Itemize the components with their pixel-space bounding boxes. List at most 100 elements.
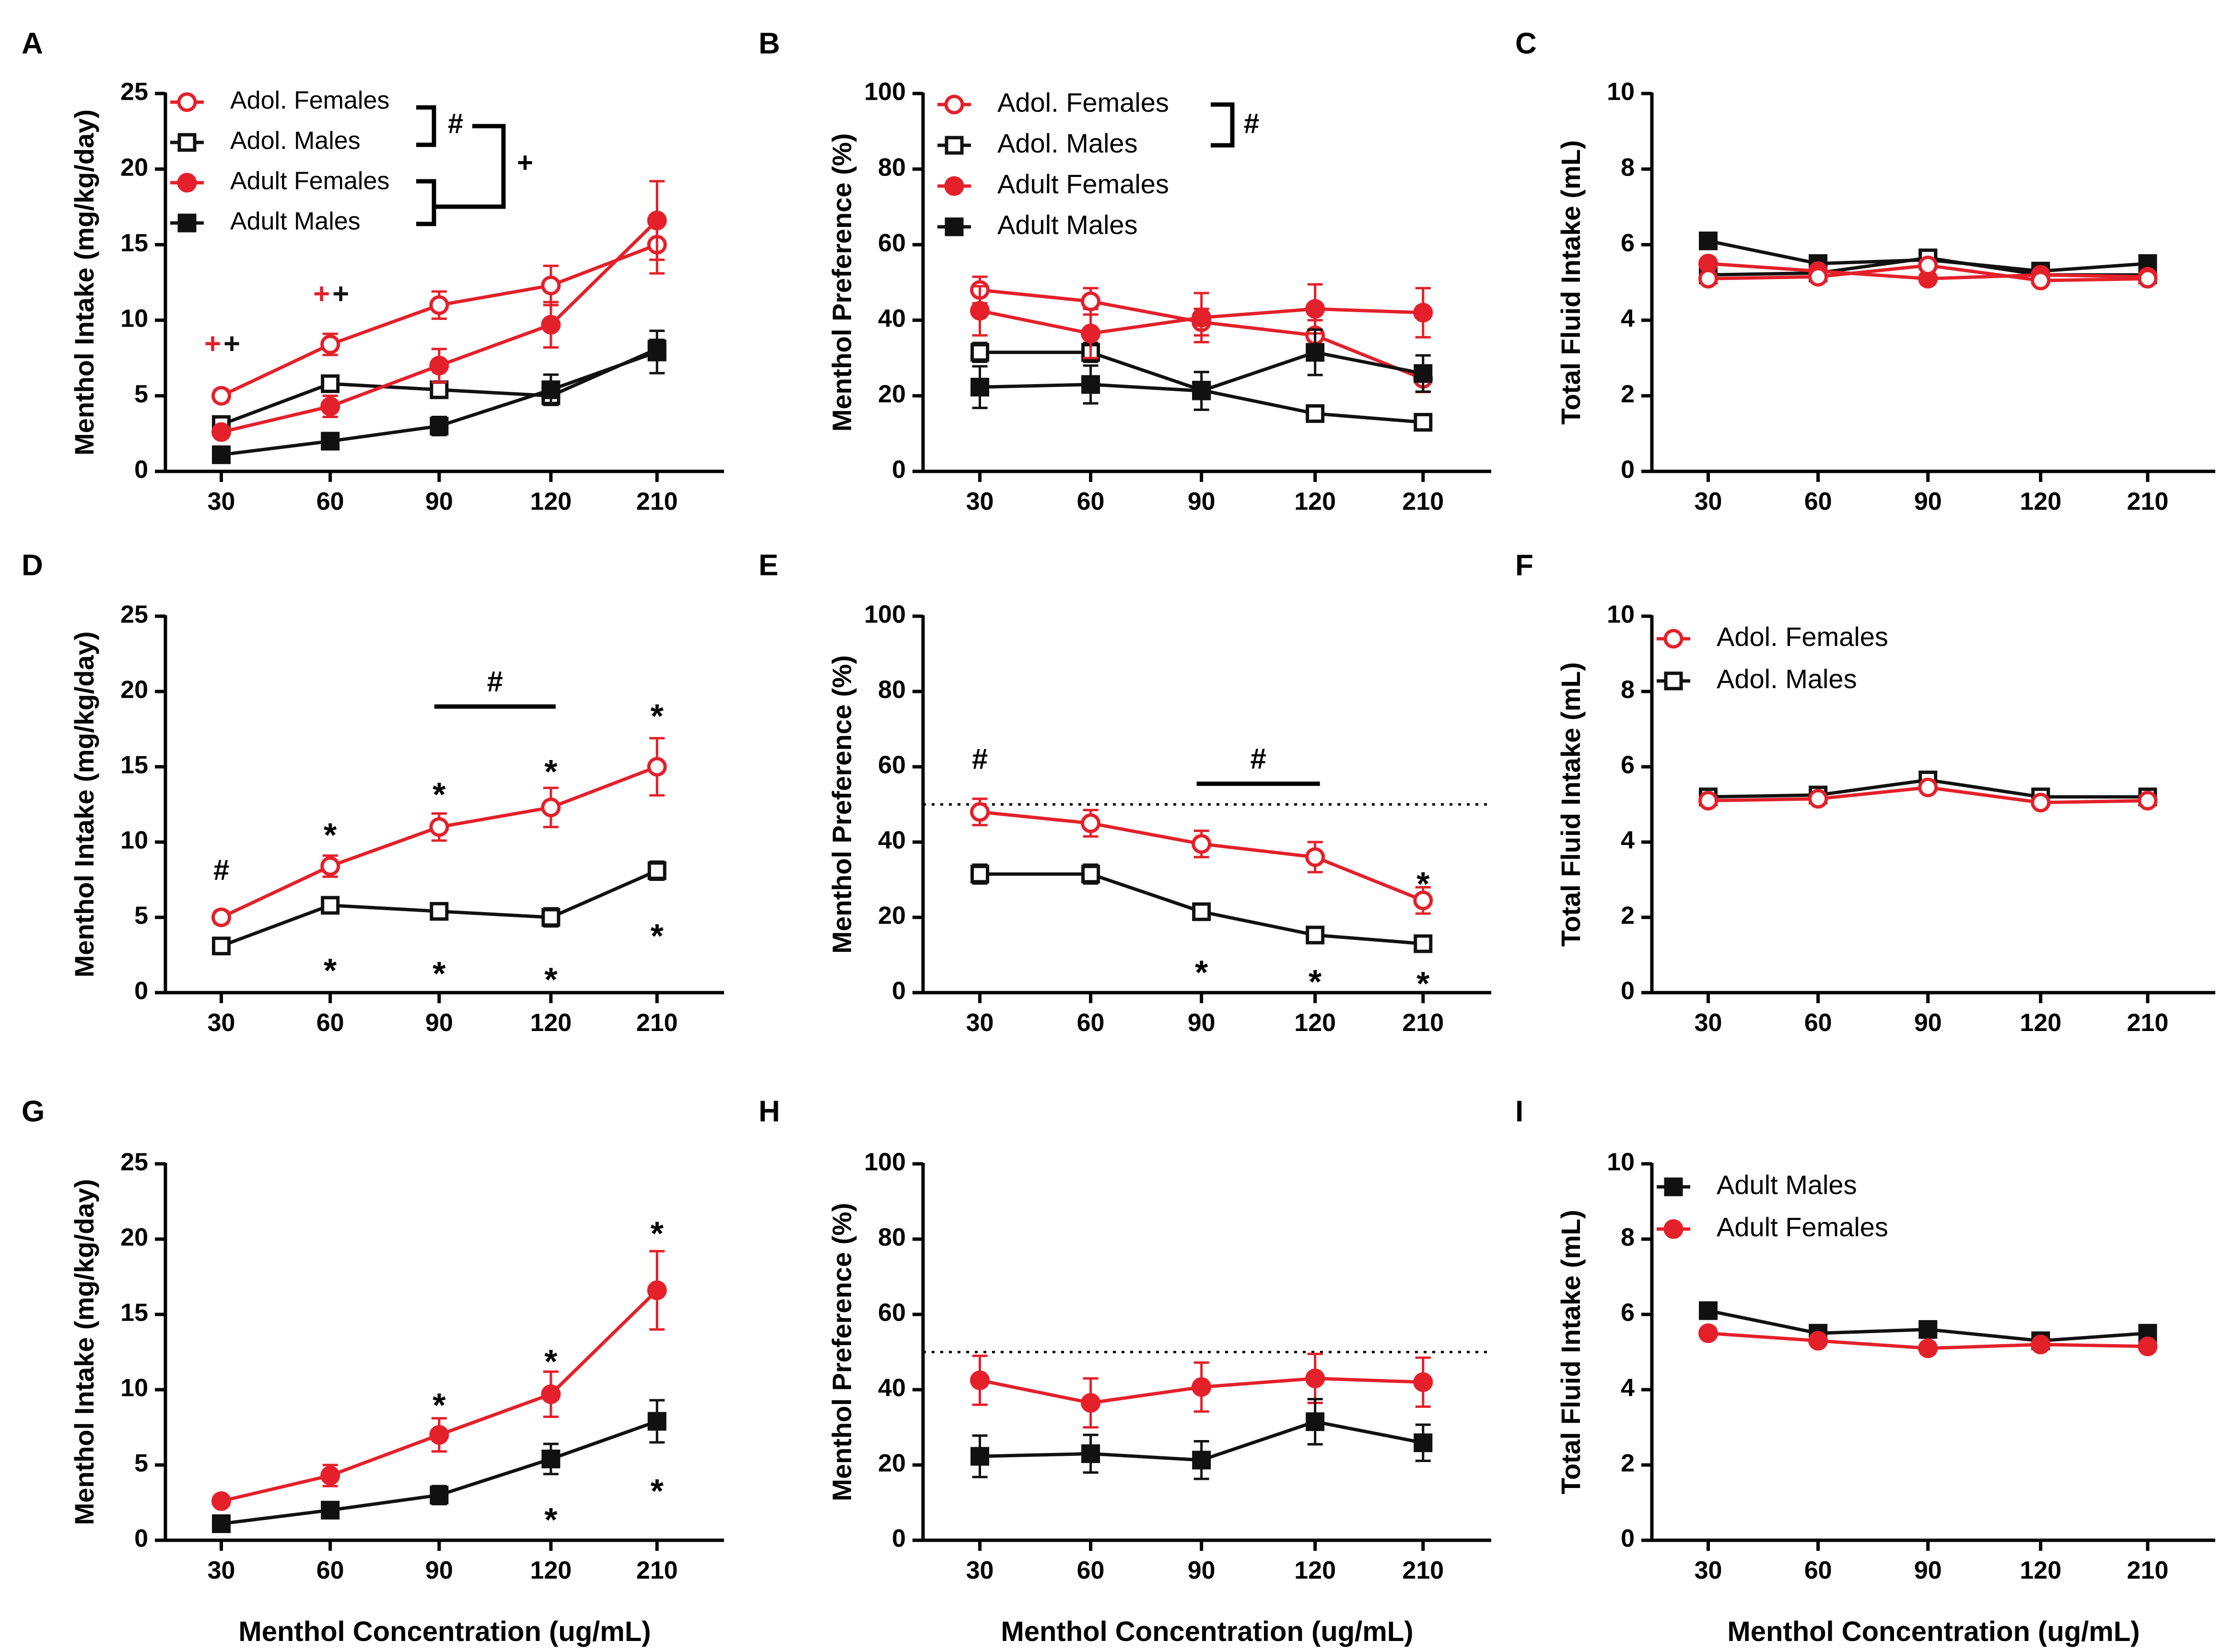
significance-mark: #	[972, 743, 988, 775]
significance-mark: *	[651, 697, 664, 735]
x-tick-label: 60	[1804, 488, 1832, 516]
legend: Adult Males Adult Females	[1657, 1170, 1888, 1242]
data-point	[1699, 231, 1718, 250]
data-point	[1192, 307, 1212, 328]
y-tick-label: 100	[864, 1148, 906, 1176]
data-point	[430, 902, 449, 921]
x-tick-label: 30	[208, 1009, 235, 1037]
data-point	[2138, 1336, 2158, 1357]
y-axis-label: Total Fluid Intake (mL)	[1555, 662, 1586, 947]
data-point	[541, 797, 561, 818]
data-point	[1808, 789, 1828, 809]
panel-label: D	[22, 549, 43, 582]
series-adol-females	[1698, 777, 2158, 813]
y-tick-label: 20	[120, 1224, 148, 1252]
x-tick-label: 210	[2127, 488, 2169, 516]
x-tick-label: 30	[1695, 1009, 1722, 1037]
x-axis-label: Menthol Concentration (ug/mL)	[238, 1616, 651, 1647]
x-tick-label: 90	[425, 488, 453, 516]
y-tick-label: 4	[1621, 305, 1635, 333]
legend-plus: +	[517, 147, 533, 178]
y-tick-label: 8	[1621, 153, 1635, 181]
significance-mark: *	[544, 753, 558, 790]
legend-label: Adol. Males	[1717, 664, 1857, 694]
data-point	[212, 1514, 231, 1533]
data-point	[2031, 270, 2051, 291]
data-point	[647, 1412, 667, 1431]
panel-b: B 0 20 40 60 80 100 30 60 90 120 210 Menthol Prefere…	[759, 27, 1491, 516]
significance-mark: *	[544, 1501, 558, 1538]
data-point	[1306, 343, 1325, 362]
data-point	[970, 802, 990, 822]
data-point	[1306, 404, 1325, 423]
legend-hash: #	[448, 108, 463, 139]
data-point	[970, 301, 990, 321]
y-tick-label: 0	[134, 1525, 148, 1553]
y-axis-label: Total Fluid Intake (mL)	[1555, 140, 1586, 424]
data-point	[1081, 375, 1100, 394]
significance-mark: *	[433, 955, 446, 992]
data-point	[429, 295, 449, 315]
y-tick-label: 20	[878, 902, 906, 930]
data-point	[321, 1500, 340, 1520]
data-point	[211, 422, 231, 442]
y-tick-label: 6	[1621, 751, 1635, 779]
data-point	[1413, 890, 1433, 911]
legend-bracket	[416, 179, 436, 226]
legend-hash: #	[1244, 108, 1259, 139]
significance-hash: #	[487, 665, 503, 697]
series-adult-females	[970, 1352, 1433, 1429]
x-tick-label: 210	[1402, 488, 1444, 516]
x-tick-label: 30	[966, 1557, 994, 1584]
data-point	[541, 380, 561, 399]
y-tick-label: 15	[120, 229, 148, 257]
data-point	[212, 445, 231, 464]
legend-label: Adol. Males	[997, 128, 1138, 158]
y-tick-label: 80	[878, 676, 906, 704]
series-adol-females	[211, 214, 667, 406]
data-point	[1918, 777, 1938, 797]
significance-mark: *	[544, 961, 558, 998]
significance-mark: +	[332, 278, 349, 310]
data-point	[1413, 1372, 1433, 1392]
significance-mark: *	[324, 816, 337, 854]
legend-bracket	[434, 124, 506, 209]
series-adult-males	[212, 329, 667, 464]
legend-marker	[944, 94, 964, 115]
data-point	[1414, 413, 1433, 432]
y-tick-label: 25	[120, 1148, 148, 1176]
x-tick-label: 60	[1077, 488, 1105, 516]
data-point	[1081, 1393, 1101, 1413]
y-tick-label: 10	[120, 1374, 148, 1402]
x-axis-label: Menthol Concentration (ug/mL)	[1727, 1616, 2140, 1647]
x-tick-label: 60	[316, 1557, 344, 1584]
x-tick-label: 60	[316, 488, 344, 516]
x-tick-label: 210	[2127, 1557, 2169, 1584]
panel-c: C 0 2 4 6 8 10 30 60 90 120 210 Total Fluid Intake (…	[1515, 27, 2215, 516]
y-tick-label: 60	[878, 1299, 906, 1327]
legend-marker	[177, 173, 197, 193]
y-tick-label: 10	[1607, 78, 1635, 106]
x-tick-label: 30	[1695, 488, 1722, 516]
panel-label: G	[22, 1095, 45, 1128]
series-adult-females	[211, 180, 667, 442]
y-tick-label: 80	[878, 1224, 906, 1252]
x-tick-label: 60	[1804, 1557, 1832, 1584]
y-tick-label: 20	[120, 153, 148, 181]
y-tick-label: 2	[1621, 902, 1635, 930]
data-point	[1698, 791, 1718, 811]
significance-mark: *	[1416, 965, 1430, 1002]
data-point	[1306, 1412, 1325, 1431]
data-point	[647, 757, 667, 777]
data-point	[541, 275, 561, 295]
data-point	[647, 342, 667, 362]
x-tick-label: 120	[2020, 1557, 2061, 1584]
data-point	[1413, 303, 1433, 323]
data-point	[971, 377, 989, 397]
series-adol-females	[1698, 256, 2158, 291]
x-tick-label: 210	[1402, 1557, 1444, 1584]
y-tick-label: 0	[892, 456, 906, 484]
legend-label: Adol. Females	[230, 87, 389, 115]
y-tick-label: 100	[864, 601, 906, 629]
data-point	[971, 343, 989, 362]
